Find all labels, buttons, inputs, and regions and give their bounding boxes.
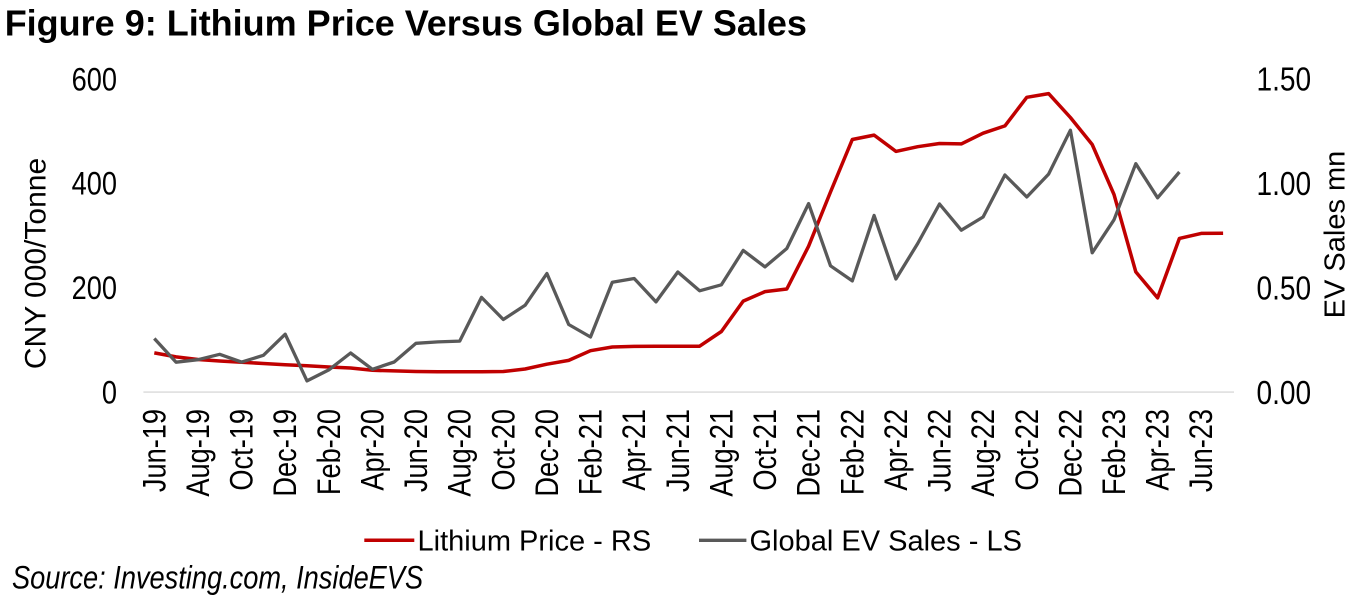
svg-text:CNY 000/Tonne: CNY 000/Tonne: [20, 158, 53, 369]
svg-text:Oct-21: Oct-21: [748, 409, 784, 491]
svg-text:Apr-23: Apr-23: [1141, 409, 1177, 491]
svg-text:Dec-21: Dec-21: [792, 409, 828, 497]
svg-text:Source: Investing.com, InsideE: Source: Investing.com, InsideEVS: [12, 560, 423, 596]
svg-text:Dec-19: Dec-19: [268, 409, 304, 497]
svg-text:0.00: 0.00: [1257, 375, 1312, 412]
svg-text:Jun-20: Jun-20: [399, 409, 435, 492]
svg-text:400: 400: [72, 167, 117, 203]
svg-text:Feb-21: Feb-21: [573, 409, 609, 495]
svg-text:Jun-21: Jun-21: [661, 409, 697, 492]
svg-text:600: 600: [72, 62, 117, 98]
svg-text:1.50: 1.50: [1257, 62, 1312, 99]
svg-text:Aug-21: Aug-21: [704, 409, 740, 497]
svg-text:Dec-22: Dec-22: [1053, 409, 1089, 497]
svg-text:Aug-22: Aug-22: [966, 409, 1002, 497]
svg-text:0: 0: [102, 376, 117, 412]
svg-text:Lithium Price - RS: Lithium Price - RS: [418, 525, 652, 557]
svg-text:Jun-23: Jun-23: [1184, 409, 1220, 492]
svg-text:EV Sales mn: EV Sales mn: [1319, 151, 1351, 319]
svg-text:Jun-19: Jun-19: [137, 409, 173, 492]
svg-text:Oct-20: Oct-20: [486, 409, 522, 491]
svg-text:Aug-20: Aug-20: [443, 409, 479, 497]
svg-text:Global EV Sales - LS: Global EV Sales - LS: [750, 525, 1022, 557]
svg-text:Oct-22: Oct-22: [1010, 409, 1046, 491]
svg-text:200: 200: [72, 271, 117, 307]
svg-text:Feb-23: Feb-23: [1097, 409, 1133, 495]
svg-text:Apr-21: Apr-21: [617, 409, 653, 491]
svg-text:Apr-22: Apr-22: [879, 409, 915, 491]
svg-text:Apr-20: Apr-20: [355, 409, 391, 491]
svg-text:1.00: 1.00: [1257, 166, 1312, 203]
svg-text:0.50: 0.50: [1257, 270, 1312, 307]
svg-text:Oct-19: Oct-19: [225, 409, 261, 491]
svg-text:Feb-22: Feb-22: [835, 409, 871, 495]
svg-text:Feb-20: Feb-20: [312, 409, 348, 495]
svg-text:Figure 9: Lithium Price Versus: Figure 9: Lithium Price Versus Global EV…: [5, 3, 807, 44]
svg-text:Aug-19: Aug-19: [181, 409, 217, 497]
svg-text:Jun-22: Jun-22: [922, 409, 958, 492]
svg-text:Dec-20: Dec-20: [530, 409, 566, 497]
